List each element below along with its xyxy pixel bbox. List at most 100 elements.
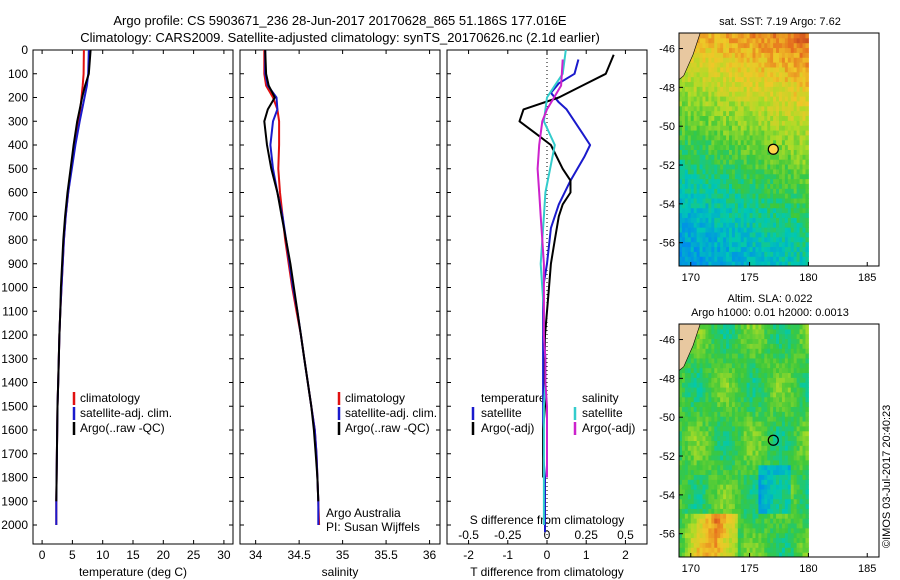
map-cell xyxy=(693,207,698,214)
map-cell xyxy=(779,241,783,248)
map-cell xyxy=(743,66,748,73)
map-cell xyxy=(731,401,736,408)
map-cell xyxy=(705,338,709,344)
map-cell xyxy=(743,202,748,209)
map-cell xyxy=(776,76,780,83)
map-cell xyxy=(687,396,692,403)
map-cell xyxy=(726,377,730,383)
map-cell xyxy=(740,348,745,354)
map-cell xyxy=(758,66,762,73)
map-cell xyxy=(767,357,771,364)
map-cell xyxy=(746,193,751,199)
map-cell xyxy=(764,532,768,539)
map-cell xyxy=(746,493,751,500)
map-cell xyxy=(734,416,739,422)
map-cell xyxy=(717,217,721,223)
map-cell xyxy=(787,52,792,58)
map-cell xyxy=(784,37,789,44)
map-cell xyxy=(805,57,809,63)
map-cell xyxy=(764,164,768,170)
map-cell xyxy=(761,105,765,112)
map-cell xyxy=(755,198,759,204)
map-cell xyxy=(711,328,715,335)
map-cell xyxy=(779,435,783,441)
map-cell xyxy=(755,440,759,446)
map-cell xyxy=(776,115,780,121)
map-cell xyxy=(787,222,792,228)
map-cell xyxy=(743,377,748,383)
map-cell xyxy=(714,241,718,248)
map-cell xyxy=(714,33,718,39)
map-cell xyxy=(799,372,804,378)
map-cell xyxy=(726,81,730,87)
map-cell xyxy=(799,134,804,141)
map-cell xyxy=(796,542,801,548)
map-cell xyxy=(799,96,804,102)
map-cell xyxy=(770,100,774,107)
map-cell xyxy=(681,91,686,97)
map-cell xyxy=(796,71,801,78)
map-cell xyxy=(770,198,774,204)
map-cell xyxy=(787,464,792,471)
map-cell xyxy=(779,406,783,412)
map-cell xyxy=(705,406,709,412)
map-cell xyxy=(687,236,692,243)
map-cell xyxy=(731,246,736,252)
map-cell xyxy=(696,164,701,170)
map-cell xyxy=(681,445,686,451)
map-cell xyxy=(717,236,721,243)
map-cell xyxy=(755,251,759,257)
map-cell xyxy=(717,159,721,165)
map-cell xyxy=(699,493,704,500)
map-cell xyxy=(740,493,745,500)
map-cell xyxy=(770,193,774,199)
map-cell xyxy=(711,367,715,374)
map-cell xyxy=(720,527,724,534)
map-cell xyxy=(711,246,715,252)
map-cell xyxy=(690,227,695,233)
map-cell xyxy=(796,37,801,44)
map-cell xyxy=(796,552,801,558)
map-cell xyxy=(781,445,786,451)
map-cell xyxy=(714,256,718,262)
lat-tick-label: -52 xyxy=(659,160,675,172)
map-cell xyxy=(711,251,715,257)
map-cell xyxy=(708,508,712,514)
map-cell xyxy=(776,154,780,160)
map-cell xyxy=(708,183,712,189)
map-cell xyxy=(761,188,765,194)
map-cell xyxy=(749,382,754,388)
map-cell xyxy=(776,479,780,485)
map-cell xyxy=(740,71,745,78)
map-cell xyxy=(723,37,727,44)
map-cell xyxy=(767,251,771,257)
lon-tick-label: 170 xyxy=(682,563,700,575)
map-cell xyxy=(790,246,795,252)
map-cell xyxy=(770,518,774,524)
map-cell xyxy=(802,450,806,456)
map-cell xyxy=(705,440,709,446)
map-cell xyxy=(696,338,701,344)
map-cell xyxy=(740,411,745,417)
map-cell xyxy=(684,100,689,107)
map-cell xyxy=(693,518,698,524)
map-cell xyxy=(767,173,771,180)
map-cell xyxy=(679,134,683,141)
map-cell xyxy=(717,212,721,218)
map-cell xyxy=(776,396,780,403)
map-cell xyxy=(767,241,771,248)
map-cell xyxy=(805,542,809,548)
map-cell xyxy=(717,86,721,92)
map-cell xyxy=(737,261,742,267)
map-cell xyxy=(790,338,795,344)
map-cell xyxy=(743,96,748,102)
map-cell xyxy=(731,207,736,214)
map-cell xyxy=(784,479,789,485)
map-cell xyxy=(702,207,706,214)
map-cell xyxy=(802,542,806,548)
map-cell xyxy=(767,207,771,214)
map-cell xyxy=(805,86,809,92)
map-cell xyxy=(696,406,701,412)
map-cell xyxy=(705,435,709,441)
map-cell xyxy=(714,149,718,155)
